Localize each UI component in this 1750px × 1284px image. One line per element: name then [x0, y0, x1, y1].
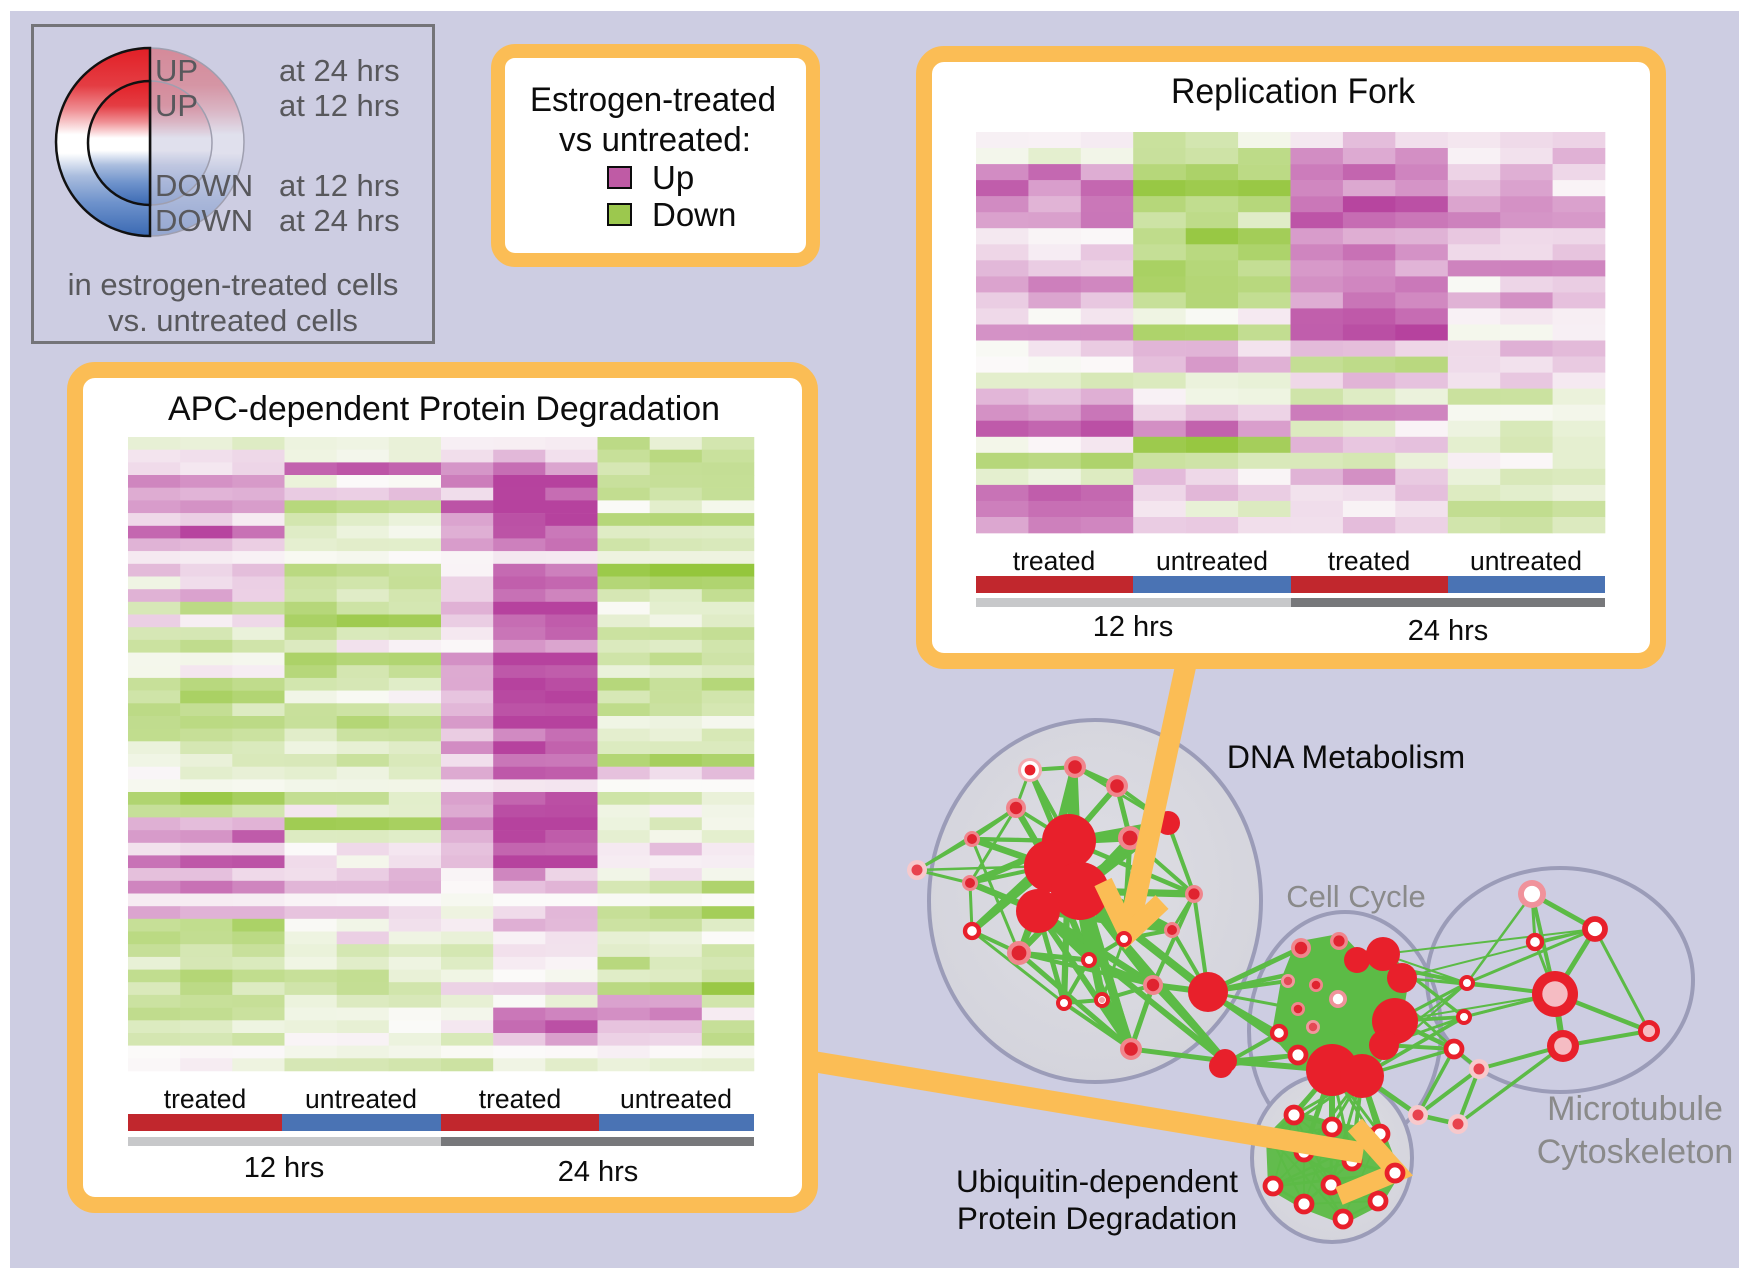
- svg-text:vs. untreated cells: vs. untreated cells: [108, 303, 358, 338]
- svg-text:treated: treated: [1328, 546, 1411, 576]
- svg-text:treated: treated: [1013, 546, 1096, 576]
- svg-text:12 hrs: 12 hrs: [244, 1152, 325, 1184]
- svg-text:at 12 hrs: at 12 hrs: [279, 168, 400, 203]
- svg-text:Protein Degradation: Protein Degradation: [957, 1200, 1237, 1236]
- svg-text:Cell Cycle: Cell Cycle: [1286, 879, 1426, 914]
- svg-text:DNA Metabolism: DNA Metabolism: [1227, 739, 1465, 775]
- svg-text:Estrogen-treated: Estrogen-treated: [530, 81, 776, 119]
- svg-text:treated: treated: [164, 1084, 247, 1114]
- svg-text:12 hrs: 12 hrs: [1093, 611, 1174, 643]
- svg-text:UP: UP: [155, 88, 198, 123]
- svg-text:Up: Up: [652, 159, 694, 196]
- svg-text:untreated: untreated: [620, 1084, 732, 1114]
- svg-text:untreated: untreated: [1156, 546, 1268, 576]
- svg-text:Replication Fork: Replication Fork: [1171, 72, 1415, 111]
- svg-text:DOWN: DOWN: [155, 168, 253, 203]
- svg-text:Microtubule: Microtubule: [1547, 1090, 1723, 1128]
- svg-text:Cytoskeleton: Cytoskeleton: [1537, 1133, 1734, 1171]
- svg-text:DOWN: DOWN: [155, 203, 253, 238]
- svg-text:treated: treated: [479, 1084, 562, 1114]
- svg-text:Ubiquitin-dependent: Ubiquitin-dependent: [956, 1163, 1238, 1199]
- svg-text:in estrogen-treated cells: in estrogen-treated cells: [68, 267, 399, 302]
- svg-text:vs untreated:: vs untreated:: [559, 121, 751, 159]
- svg-text:untreated: untreated: [305, 1084, 417, 1114]
- svg-text:24 hrs: 24 hrs: [558, 1156, 639, 1188]
- svg-text:UP: UP: [155, 53, 198, 88]
- svg-text:untreated: untreated: [1470, 546, 1582, 576]
- svg-text:at 24 hrs: at 24 hrs: [279, 203, 400, 238]
- svg-text:at 24 hrs: at 24 hrs: [279, 53, 400, 88]
- svg-text:APC-dependent Protein Degradat: APC-dependent Protein Degradation: [168, 390, 720, 428]
- svg-text:Down: Down: [652, 196, 736, 233]
- svg-text:24 hrs: 24 hrs: [1408, 615, 1489, 647]
- svg-text:at 12 hrs: at 12 hrs: [279, 88, 400, 123]
